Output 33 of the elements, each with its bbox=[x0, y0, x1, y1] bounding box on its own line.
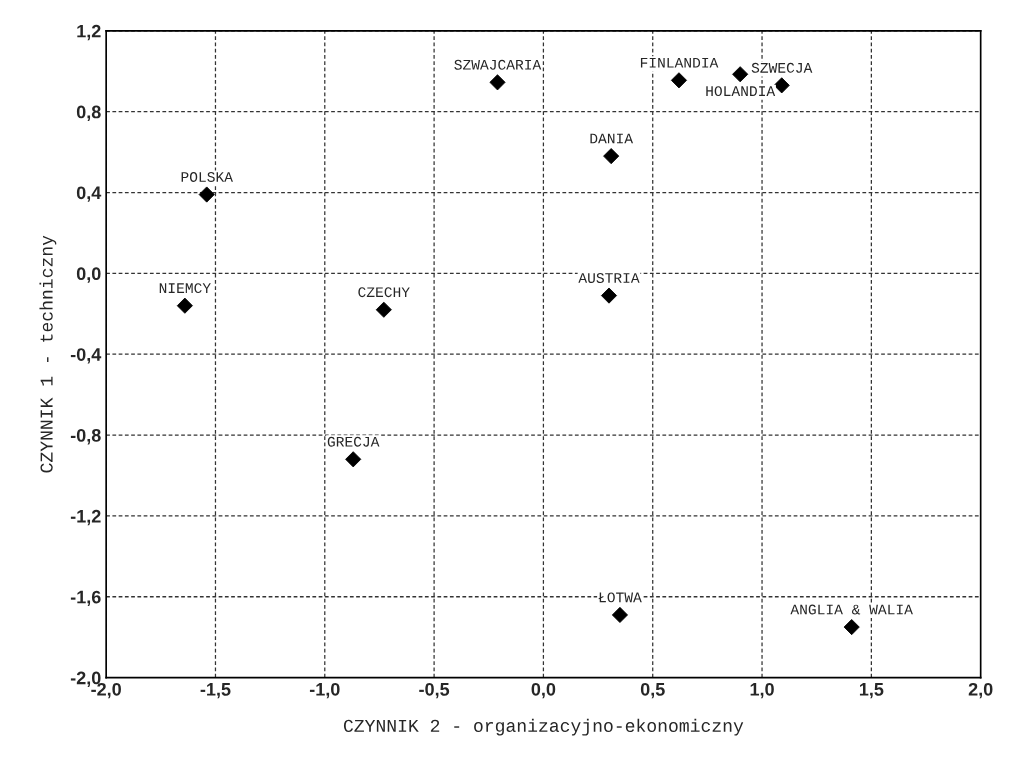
point bbox=[345, 451, 362, 468]
annotation: GRECJA bbox=[327, 436, 380, 447]
x-tick-label: -1,5 bbox=[200, 683, 231, 699]
annotation: ANGLIA & WALIA bbox=[790, 604, 913, 615]
annotation: CZECHY bbox=[358, 287, 410, 298]
y-tick-label: -1,2 bbox=[70, 509, 101, 526]
annotation: POLSKA bbox=[181, 172, 233, 182]
x-tick-label: -1,0 bbox=[309, 682, 340, 699]
x-tick-label: -0,5 bbox=[419, 682, 450, 699]
y-tick-label: -1,6 bbox=[70, 590, 101, 607]
annotation: HOLANDIA bbox=[706, 86, 776, 97]
y-tick-label: -0,4 bbox=[70, 348, 102, 364]
y-tick-label: 1,2 bbox=[77, 24, 101, 41]
annotation: ŁOTWA bbox=[598, 592, 642, 603]
x-tick-label: 1,0 bbox=[750, 682, 774, 699]
annotation: DANIA bbox=[590, 133, 634, 144]
x-tick-label: 0,5 bbox=[640, 682, 665, 699]
x-tick-label: 1,5 bbox=[859, 683, 884, 699]
y-tick-label: 0,8 bbox=[76, 105, 101, 121]
y-tick-label: 0,0 bbox=[76, 267, 101, 283]
y-tick-label: 0,4 bbox=[76, 186, 102, 202]
x-tick-label: 0,0 bbox=[531, 682, 556, 699]
annotation: SZWAJCARIA bbox=[454, 59, 542, 70]
x-tick-label: 2,0 bbox=[968, 682, 993, 699]
annotation: NIEMCY bbox=[159, 283, 211, 294]
point bbox=[176, 297, 193, 314]
annotation: SZWECJA bbox=[751, 62, 813, 73]
y-axis-title: CZYNNIK 1 - techniczny bbox=[39, 235, 57, 473]
y-tick-label: -0,8 bbox=[70, 428, 101, 445]
x-axis-title: CZYNNIK 2 - organizacyjno-ekonomiczny bbox=[343, 718, 744, 736]
annotation: AUSTRIA bbox=[578, 273, 640, 283]
annotation: FINLANDIA bbox=[640, 57, 719, 68]
point bbox=[600, 287, 618, 304]
